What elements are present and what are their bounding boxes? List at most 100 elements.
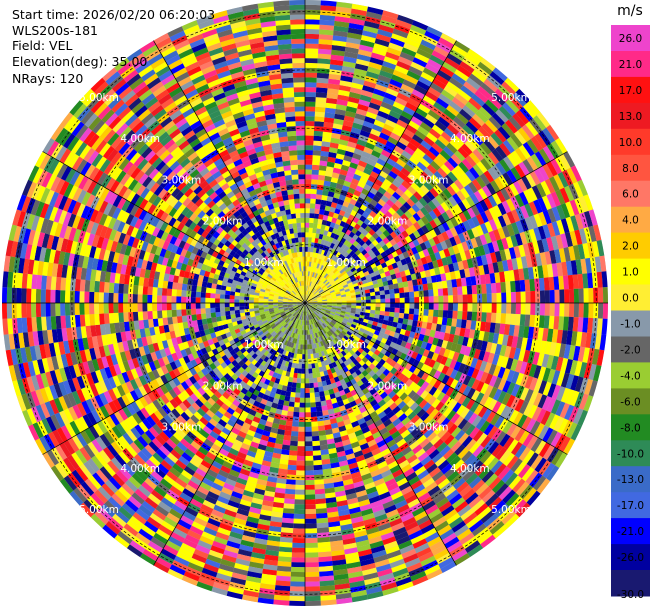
ppi-cell bbox=[236, 477, 248, 486]
ppi-cell bbox=[201, 477, 214, 487]
ppi-cell bbox=[523, 402, 534, 417]
ppi-cell bbox=[200, 459, 212, 469]
ppi-cell bbox=[157, 463, 170, 475]
ppi-cell bbox=[295, 308, 300, 312]
ppi-cell bbox=[345, 254, 352, 260]
ppi-cell bbox=[287, 406, 295, 412]
ppi-cell bbox=[347, 27, 363, 35]
ppi-cell bbox=[546, 328, 554, 343]
ppi-cell bbox=[369, 187, 378, 195]
ppi-cell bbox=[334, 263, 340, 269]
ppi-cell bbox=[334, 314, 340, 318]
ppi-cell bbox=[470, 237, 479, 249]
ppi-cell bbox=[266, 385, 273, 392]
ppi-cell bbox=[366, 586, 383, 595]
ppi-cell bbox=[362, 85, 375, 94]
ppi-cell bbox=[305, 344, 308, 350]
ppi-cell bbox=[290, 391, 296, 398]
ppi-cell bbox=[292, 311, 297, 316]
ppi-cell bbox=[524, 279, 531, 292]
ppi-cell bbox=[236, 384, 244, 392]
ppi-cell bbox=[307, 300, 313, 303]
ppi-cell bbox=[286, 366, 292, 373]
ppi-cell bbox=[475, 176, 487, 189]
ppi-cell bbox=[519, 279, 526, 292]
ppi-cell bbox=[195, 467, 207, 478]
ppi-cell bbox=[337, 178, 345, 186]
ppi-cell bbox=[379, 391, 388, 400]
ppi-cell bbox=[458, 212, 468, 223]
ppi-cell bbox=[384, 289, 390, 295]
ppi-cell bbox=[412, 238, 420, 247]
ppi-cell bbox=[591, 272, 598, 288]
ppi-cell bbox=[381, 354, 389, 362]
ppi-cell bbox=[440, 131, 453, 143]
ppi-cell bbox=[377, 352, 385, 359]
ppi-cell bbox=[404, 450, 415, 460]
ppi-cell bbox=[279, 318, 284, 324]
ppi-cell bbox=[429, 82, 444, 94]
ppi-cell bbox=[475, 483, 489, 496]
ppi-cell bbox=[442, 288, 449, 296]
ppi-cell bbox=[573, 303, 579, 318]
ppi-cell bbox=[203, 526, 218, 537]
ppi-cell bbox=[369, 154, 379, 163]
ppi-cell bbox=[314, 332, 319, 338]
ppi-cell bbox=[295, 318, 299, 324]
ppi-cell bbox=[469, 441, 481, 454]
ppi-cell bbox=[305, 285, 307, 291]
ppi-cell bbox=[473, 348, 481, 360]
ppi-cell bbox=[326, 306, 332, 309]
ppi-cell bbox=[243, 383, 251, 391]
ppi-cell bbox=[329, 335, 335, 341]
ppi-cell bbox=[323, 279, 328, 284]
ppi-cell bbox=[232, 411, 241, 419]
ppi-cell bbox=[249, 506, 262, 515]
ppi-cell bbox=[523, 326, 530, 339]
ppi-cell bbox=[394, 96, 408, 107]
ppi-cell bbox=[371, 246, 378, 253]
ppi-cell bbox=[305, 562, 319, 568]
ppi-cell bbox=[212, 426, 222, 436]
ppi-cell bbox=[381, 431, 391, 440]
ppi-cell bbox=[357, 390, 365, 398]
ppi-cell bbox=[378, 24, 395, 34]
ppi-cell bbox=[380, 582, 398, 591]
ppi-cell bbox=[423, 392, 433, 403]
ppi-cell bbox=[307, 349, 311, 355]
ppi-cell bbox=[326, 317, 332, 322]
ppi-cell bbox=[318, 386, 324, 392]
ppi-cell bbox=[415, 396, 424, 406]
ppi-cell bbox=[529, 377, 538, 391]
ppi-cell bbox=[405, 471, 418, 482]
ppi-cell bbox=[271, 387, 278, 394]
ppi-cell bbox=[465, 424, 476, 436]
ppi-cell bbox=[305, 305, 308, 311]
ppi-cell bbox=[358, 239, 366, 247]
ppi-cell bbox=[570, 331, 578, 346]
ppi-cell bbox=[242, 489, 255, 498]
ppi-cell bbox=[421, 225, 430, 234]
ppi-cell bbox=[488, 219, 498, 231]
ppi-cell bbox=[318, 314, 323, 318]
ppi-cell bbox=[527, 242, 536, 256]
ppi-cell bbox=[360, 324, 367, 330]
ppi-cell bbox=[171, 408, 181, 419]
ppi-cell bbox=[359, 290, 366, 295]
ppi-cell bbox=[383, 418, 393, 428]
ppi-cell bbox=[421, 321, 428, 329]
ppi-cell bbox=[309, 213, 315, 219]
ppi-cell bbox=[566, 167, 578, 184]
ppi-cell bbox=[307, 304, 312, 308]
ppi-cell bbox=[564, 289, 570, 303]
ppi-cell bbox=[336, 500, 348, 507]
ppi-cell bbox=[420, 455, 432, 466]
ppi-cell bbox=[343, 387, 351, 395]
ppi-cell bbox=[461, 421, 472, 433]
ppi-cell bbox=[583, 194, 594, 211]
ppi-cell bbox=[437, 135, 450, 147]
ppi-cell bbox=[281, 339, 287, 345]
ppi-cell bbox=[281, 522, 294, 529]
ppi-cell bbox=[316, 376, 322, 383]
ppi-cell bbox=[319, 435, 327, 441]
